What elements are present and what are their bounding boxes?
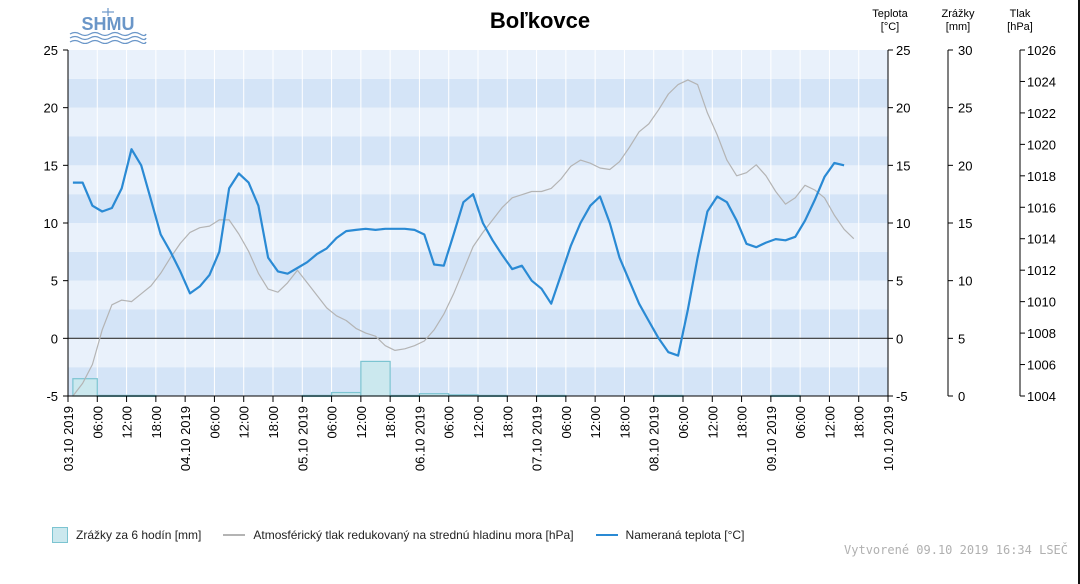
- bottom-axis-tick-label: 06:00: [559, 406, 574, 439]
- bottom-axis-tick-label: 12:00: [471, 406, 486, 439]
- legend-swatch-pressure: [223, 534, 246, 536]
- bottom-axis-tick-label: 12:00: [822, 406, 837, 439]
- pressure-axis-tick-label: 1016: [1027, 200, 1056, 215]
- legend-item-temperature: Nameraná teplota [°C]: [595, 528, 745, 542]
- precipitation-axis-tick-label: 20: [958, 158, 972, 173]
- bottom-axis-tick-label: 18:00: [852, 406, 867, 439]
- left-axis-tick-label: 20: [44, 101, 58, 116]
- right-temperature-axis-tick-label: 15: [896, 158, 910, 173]
- pressure-axis-tick-label: 1012: [1027, 263, 1056, 278]
- window-frame-edge: [1078, 0, 1080, 584]
- left-axis-tick-label: -5: [46, 389, 58, 404]
- legend-swatch-precipitation: [52, 527, 68, 543]
- bottom-axis-tick-label: 10.10 2019: [881, 406, 896, 471]
- pressure-axis-label: Tlak: [1009, 8, 1031, 20]
- right-temperature-axis-tick-label: 10: [896, 216, 910, 231]
- precipitation-axis-tick-label: 25: [958, 101, 972, 116]
- bottom-axis-tick-label: 18:00: [266, 406, 281, 439]
- pressure-axis-tick-label: 1020: [1027, 137, 1056, 152]
- pressure-axis-unit: [hPa]: [1007, 21, 1033, 33]
- bottom-axis-tick-label: 18:00: [617, 406, 632, 439]
- bottom-axis-tick-label: 12:00: [354, 406, 369, 439]
- precipitation-axis-tick-label: 0: [958, 389, 965, 404]
- bottom-axis-tick-label: 12:00: [237, 406, 252, 439]
- bottom-axis-tick-label: 05.10 2019: [295, 406, 310, 471]
- bottom-axis-tick-label: 18:00: [500, 406, 515, 439]
- temperature-line: [72, 148, 845, 357]
- temperature-axis-unit: [°C]: [880, 21, 900, 33]
- right-temperature-axis-tick-label: 20: [896, 101, 910, 116]
- bottom-axis-tick-label: 12:00: [588, 406, 603, 439]
- precipitation-axis-header: Zrážky [mm]: [932, 8, 984, 34]
- legend-label-precipitation: Zrážky za 6 hodín [mm]: [76, 528, 202, 542]
- precipitation-axis-tick-label: 15: [958, 216, 972, 231]
- bottom-axis-tick-label: 12:00: [705, 406, 720, 439]
- left-axis-tick-label: 5: [51, 274, 58, 289]
- axes: -5 0 5 10 15 20 25 -5 0 5 10 15 20 25 0 5 10 15 20 25 30 1004…: [44, 43, 1056, 471]
- precipitation-axis-unit: [mm]: [945, 21, 971, 33]
- bottom-axis-tick-label: 08.10 2019: [647, 406, 662, 471]
- plot-bands: [67, 50, 889, 396]
- pressure-axis-tick-label: 1024: [1027, 74, 1056, 89]
- legend-swatch-temperature: [595, 534, 618, 536]
- right-temperature-axis-tick-label: -5: [896, 389, 908, 404]
- legend-item-pressure: Atmosférický tlak redukovaný na strednú …: [223, 528, 574, 542]
- right-temperature-axis-tick-label: 5: [896, 274, 903, 289]
- left-axis-tick-label: 10: [44, 216, 58, 231]
- bottom-axis-tick-label: 12:00: [120, 406, 135, 439]
- footer-created: Vytvorené 09.10 2019 16:34 LSEČ: [844, 543, 1068, 557]
- bottom-axis-tick-label: 06:00: [90, 406, 105, 439]
- precipitation-bar: [72, 378, 98, 397]
- bottom-axis-tick-label: 06:00: [442, 406, 457, 439]
- legend: Zrážky za 6 hodín [mm] Atmosférický tlak…: [52, 527, 766, 543]
- chart-title: Boľkovce: [489, 8, 591, 33]
- temperature-axis-label: Teplota: [872, 8, 908, 20]
- series-lines: [72, 79, 855, 397]
- bottom-axis-tick-label: 18:00: [735, 406, 750, 439]
- right-temperature-axis-tick-label: 0: [896, 331, 903, 346]
- right-temperature-axis-tick-label: 25: [896, 43, 910, 58]
- logo-text: SHMU: [82, 14, 135, 34]
- pressure-axis-header: Tlak [hPa]: [1000, 8, 1040, 34]
- temperature-axis-header: Teplota [°C]: [864, 8, 916, 34]
- precipitation-axis-tick-label: 30: [958, 43, 972, 58]
- bottom-axis-tick-label: 06:00: [676, 406, 691, 439]
- bottom-axis-tick-label: 04.10 2019: [178, 406, 193, 471]
- pressure-axis-tick-label: 1022: [1027, 106, 1056, 121]
- left-axis-tick-label: 25: [44, 43, 58, 58]
- precipitation-axis-tick-label: 10: [958, 274, 972, 289]
- pressure-axis-tick-label: 1014: [1027, 232, 1056, 247]
- precipitation-bar: [360, 360, 391, 397]
- legend-label-temperature: Nameraná teplota [°C]: [625, 528, 745, 542]
- precipitation-axis-tick-label: 5: [958, 331, 965, 346]
- bottom-axis-tick-label: 18:00: [149, 406, 164, 439]
- pressure-axis-tick-label: 1018: [1027, 169, 1056, 184]
- bottom-axis-tick-label: 06.10 2019: [412, 406, 427, 471]
- pressure-axis-tick-label: 1008: [1027, 326, 1056, 341]
- bottom-axis-tick-label: 06:00: [325, 406, 340, 439]
- bottom-axis-tick-label: 06:00: [793, 406, 808, 439]
- pressure-axis-tick-label: 1004: [1027, 389, 1056, 404]
- bottom-axis-tick-label: 09.10 2019: [764, 406, 779, 471]
- precipitation-axis-label: Zrážky: [941, 8, 975, 20]
- left-axis-tick-label: 0: [51, 331, 58, 346]
- bottom-axis-tick-label: 07.10 2019: [530, 406, 545, 471]
- left-axis-tick-label: 15: [44, 158, 58, 173]
- legend-item-precipitation: Zrážky za 6 hodín [mm]: [52, 527, 201, 543]
- precipitation-bar: [330, 391, 362, 397]
- bottom-axis-tick-label: 18:00: [383, 406, 398, 439]
- pressure-axis-tick-label: 1010: [1027, 295, 1056, 310]
- bottom-axis-tick-label: 03.10 2019: [61, 406, 76, 471]
- legend-label-pressure: Atmosférický tlak redukovaný na strednú …: [253, 528, 574, 542]
- shmu-logo-icon: SHMU: [69, 8, 147, 44]
- bottom-axis-tick-label: 06:00: [207, 406, 222, 439]
- pressure-line: [72, 79, 855, 397]
- pressure-axis-tick-label: 1006: [1027, 358, 1056, 373]
- pressure-axis-tick-label: 1026: [1027, 43, 1056, 58]
